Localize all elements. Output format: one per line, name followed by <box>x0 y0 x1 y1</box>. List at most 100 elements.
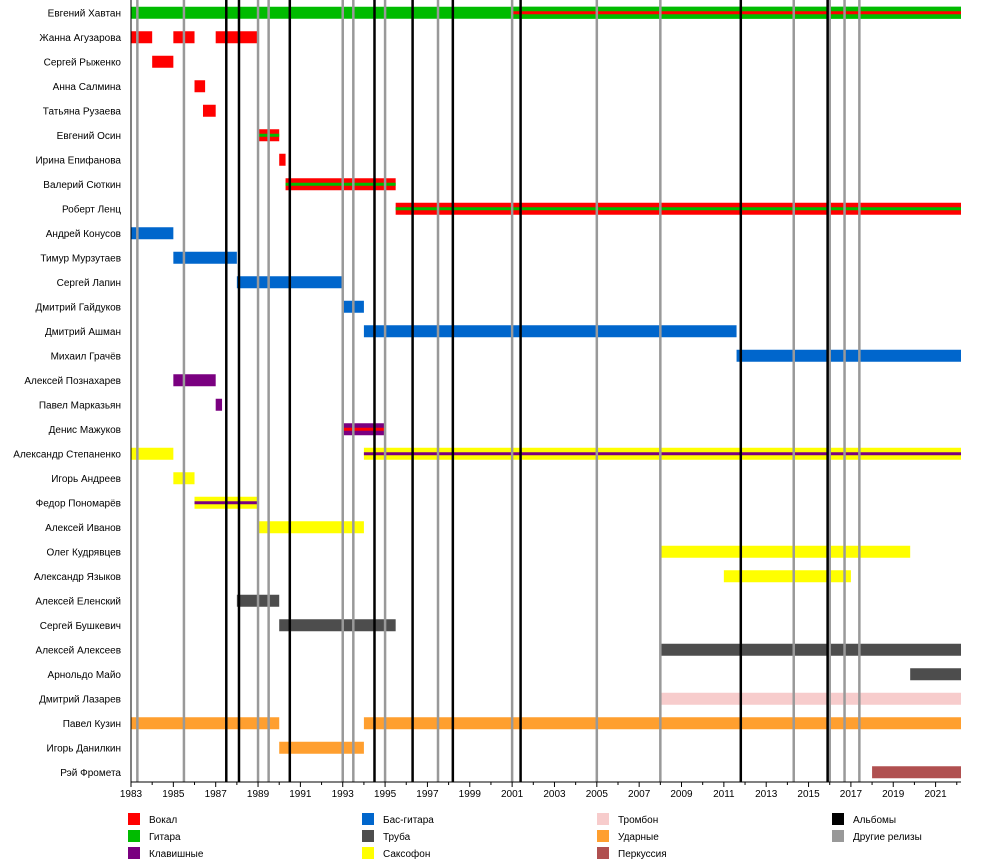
legend-label-guitar: Гитара <box>149 832 181 843</box>
member-label-11: Сергей Лапин <box>57 278 121 289</box>
member-bar-14-0 <box>736 349 961 362</box>
member-label-0: Евгений Хавтан <box>48 8 121 19</box>
x-axis: 1983 1985 1987 1989 1991 1993 1995 1997 1999 2001… <box>120 0 961 800</box>
legend-label-trombone: Тромбон <box>618 814 658 826</box>
member-bars <box>131 6 962 779</box>
x-tick-label-2013: 2013 <box>755 789 778 800</box>
member-label-8: Роберт Ленц <box>62 203 121 215</box>
member-label-28: Дмитрий Лазарев <box>39 694 121 705</box>
member-label-14: Михаил Грачёв <box>51 351 121 362</box>
legend-swatch-guitar <box>128 830 140 842</box>
member-labels: Евгений Хавтан Жанна Агузарова Сергей Рыже… <box>13 8 121 779</box>
legend-swatch-trumpet <box>362 830 374 842</box>
x-tick-label-1999: 1999 <box>459 789 482 800</box>
member-bar-stripe-17-0 <box>342 427 386 431</box>
x-tick-label-1987: 1987 <box>205 789 228 800</box>
member-bar-stripe-0-1 <box>512 11 961 15</box>
member-label-15: Алексей Познахарев <box>24 376 121 387</box>
member-label-6: Ирина Епифанова <box>35 154 121 166</box>
legend-label-albums: Альбомы <box>853 814 896 826</box>
member-bar-2-0 <box>152 55 174 68</box>
x-tick-label-1991: 1991 <box>289 789 312 800</box>
member-label-2: Сергей Рыженко <box>44 57 122 68</box>
member-bar-4-0 <box>202 104 216 117</box>
member-label-5: Евгений Осин <box>57 131 121 142</box>
member-bar-18-0 <box>131 447 174 460</box>
legend-swatch-percussion <box>597 847 609 859</box>
member-bar-3-0 <box>194 80 206 93</box>
x-tick-label-1997: 1997 <box>416 789 439 800</box>
release-lines <box>136 0 861 782</box>
member-bar-26-0 <box>660 643 961 656</box>
member-label-20: Федор Пономарёв <box>36 498 121 509</box>
member-bar-15-0 <box>173 374 216 387</box>
member-label-1: Жанна Агузарова <box>39 33 121 44</box>
legend-swatch-vocal <box>128 813 140 825</box>
x-tick-label-1983: 1983 <box>120 789 143 800</box>
member-bar-6-0 <box>279 153 286 166</box>
member-label-18: Александр Степаненко <box>13 449 121 460</box>
member-label-7: Валерий Сюткин <box>43 180 121 191</box>
x-tick-label-2001: 2001 <box>501 789 524 800</box>
member-label-23: Александр Языков <box>34 572 121 583</box>
x-tick-label-2005: 2005 <box>586 789 609 800</box>
legend-label-bass: Бас-гитара <box>383 815 434 826</box>
legend-swatch-trombone <box>597 813 609 825</box>
member-bar-23-0 <box>723 570 851 583</box>
member-label-10: Тимур Мурзутаев <box>40 253 121 264</box>
x-tick-label-2009: 2009 <box>670 789 693 800</box>
member-label-19: Игорь Андреев <box>51 474 121 485</box>
member-bar-stripe-18-1 <box>363 452 961 456</box>
legend-swatch-keys <box>128 847 140 859</box>
member-label-31: Рэй Фромета <box>60 768 121 779</box>
member-label-21: Алексей Иванов <box>45 523 121 534</box>
member-label-26: Алексей Алексеев <box>36 645 121 656</box>
x-tick-label-2021: 2021 <box>924 789 947 800</box>
member-bar-28-0 <box>660 692 961 705</box>
legend-label-drums: Ударные <box>618 832 659 843</box>
x-tick-label-2017: 2017 <box>840 789 863 800</box>
legend-label-keys: Клавишные <box>149 849 204 860</box>
legend-swatch-drums <box>597 830 609 842</box>
member-label-24: Алексей Еленский <box>35 596 121 607</box>
x-tick-label-2003: 2003 <box>543 789 566 800</box>
member-label-30: Игорь Данилкин <box>47 743 122 754</box>
legend-label-vocal: Вокал <box>149 815 177 826</box>
x-tick-label-2011: 2011 <box>713 789 735 800</box>
member-label-17: Денис Мажуков <box>49 425 121 436</box>
legend: Вокал Гитара Клавишные Бас-гитара Труба Саксо… <box>128 813 922 860</box>
member-label-22: Олег Кудрявцев <box>47 547 121 558</box>
legend-label-other: Другие релизы <box>853 832 922 843</box>
member-bar-1-0 <box>131 31 153 44</box>
legend-label-sax: Саксофон <box>383 848 430 860</box>
x-tick-label-1993: 1993 <box>332 789 355 800</box>
x-tick-label-2019: 2019 <box>882 789 905 800</box>
member-bar-22-0 <box>660 545 911 558</box>
x-tick-label-2015: 2015 <box>797 789 820 800</box>
member-label-29: Павел Кузин <box>63 719 121 730</box>
legend-label-trumpet: Труба <box>383 831 411 843</box>
x-tick-label-1985: 1985 <box>162 789 185 800</box>
member-label-12: Дмитрий Гайдуков <box>35 302 121 313</box>
member-label-9: Андрей Конусов <box>46 229 121 240</box>
member-bar-30-0 <box>279 741 364 754</box>
legend-label-percussion: Перкуссия <box>618 849 667 860</box>
member-bar-27-0 <box>910 668 961 681</box>
legend-swatch-sax <box>362 847 374 859</box>
legend-swatch-bass <box>362 813 374 825</box>
member-label-25: Сергей Бушкевич <box>40 621 121 632</box>
member-bar-13-0 <box>363 325 737 338</box>
member-bar-29-0 <box>131 717 280 730</box>
member-bar-stripe-7-0 <box>285 182 396 186</box>
member-bar-21-0 <box>258 521 364 534</box>
member-label-3: Анна Салмина <box>53 82 122 93</box>
x-tick-label-2007: 2007 <box>628 789 651 800</box>
member-label-16: Павел Марказьян <box>39 400 121 411</box>
member-bar-16-0 <box>215 398 223 411</box>
member-bar-stripe-8-0 <box>395 207 962 211</box>
member-bar-31-0 <box>872 766 961 779</box>
member-bar-1-2 <box>215 31 259 44</box>
legend-swatch-albums <box>832 813 844 825</box>
x-tick-label-1995: 1995 <box>374 789 397 800</box>
